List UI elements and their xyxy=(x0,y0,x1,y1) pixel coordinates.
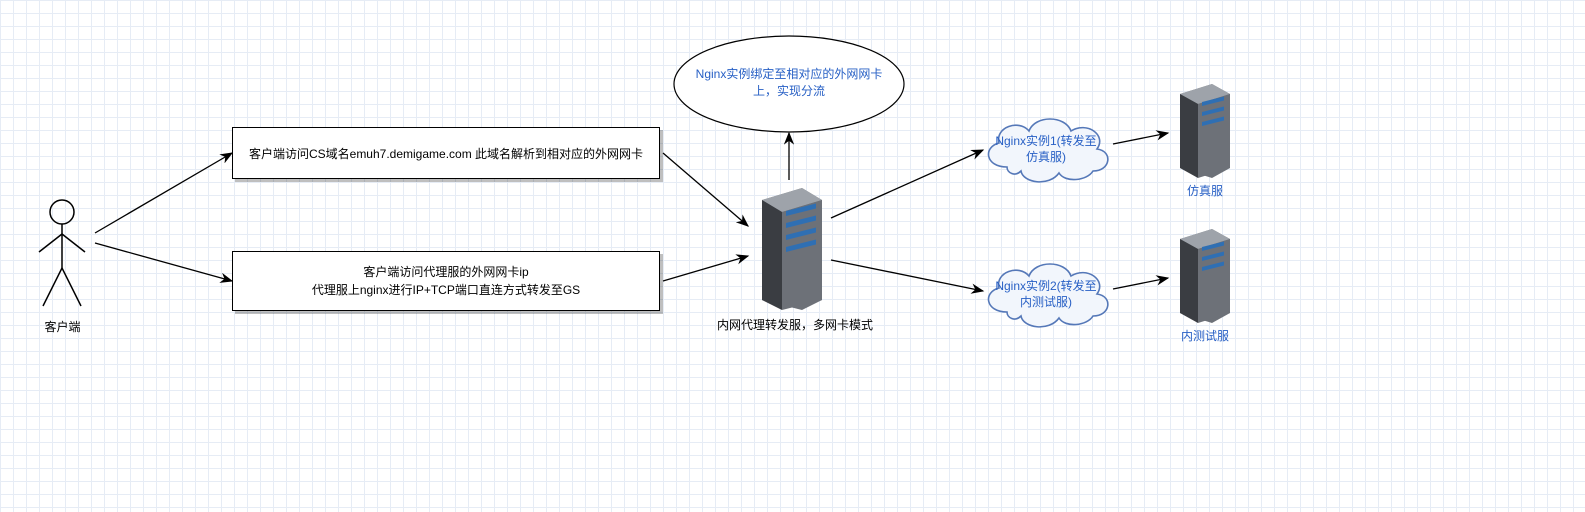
ellipse-note-text: Nginx实例绑定至相对应的外网网卡上，实现分流 xyxy=(694,66,884,100)
proxy-server-label: 内网代理转发服，多网卡模式 xyxy=(700,316,890,333)
cloud-nginx-2-text: Nginx实例2(转发至内测试服) xyxy=(990,279,1102,310)
server-test xyxy=(1170,225,1240,328)
edge-box2-proxy xyxy=(663,256,748,281)
server-sim xyxy=(1170,80,1240,183)
edge-proxy-cloud1 xyxy=(831,150,983,218)
server-test-label: 内测试服 xyxy=(1165,327,1245,344)
box-dns-route: 客户端访问CS域名emuh7.demigame.com 此域名解析到相对应的外网… xyxy=(232,127,660,179)
server-sim-label: 仿真服 xyxy=(1170,182,1240,199)
server-icon xyxy=(750,182,832,310)
edge-proxy-cloud2 xyxy=(831,260,983,291)
box-proxy-route-line1: 客户端访问代理服的外网网卡ip xyxy=(363,263,528,281)
box-dns-route-text: 客户端访问CS域名emuh7.demigame.com 此域名解析到相对应的外网… xyxy=(249,145,643,162)
actor-client: 客户端 xyxy=(35,198,90,335)
edge-actor-box1 xyxy=(95,153,232,233)
edge-actor-box2 xyxy=(95,243,232,281)
cloud-nginx-1-text: Nginx实例1(转发至仿真服) xyxy=(990,134,1102,165)
actor-label: 客户端 xyxy=(35,318,90,335)
proxy-server xyxy=(750,182,832,315)
box-proxy-route-line2: 代理服上nginx进行IP+TCP端口直连方式转发至GS xyxy=(312,281,580,299)
edge-box1-proxy xyxy=(663,153,748,226)
box-proxy-route: 客户端访问代理服的外网网卡ip 代理服上nginx进行IP+TCP端口直连方式转… xyxy=(232,251,660,311)
server-icon xyxy=(1170,80,1240,178)
edge-cloud1-server1 xyxy=(1113,133,1168,144)
server-icon xyxy=(1170,225,1240,323)
stickman-icon xyxy=(35,198,90,313)
edge-cloud2-server2 xyxy=(1113,278,1168,289)
